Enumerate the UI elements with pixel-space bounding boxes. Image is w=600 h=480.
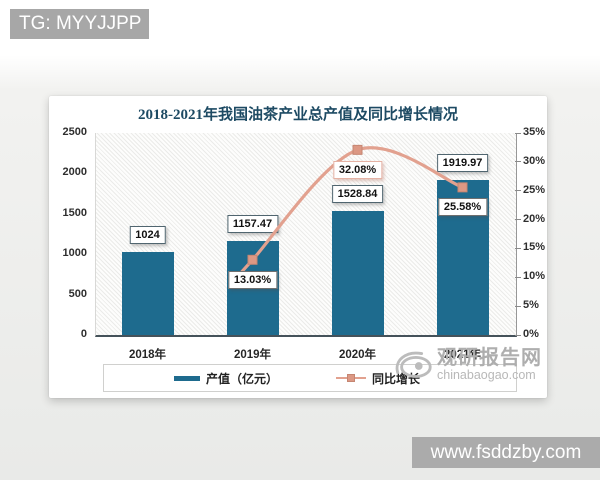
growth-value-label: 32.08% bbox=[332, 160, 383, 179]
legend: 产值（亿元） 同比增长 bbox=[103, 364, 517, 392]
bar-value-label: 1024 bbox=[129, 226, 166, 245]
y-axis-left-tick-label: 1500 bbox=[62, 206, 87, 219]
y-axis-right-tick-mark bbox=[515, 190, 521, 192]
y-axis-right-tick-mark bbox=[515, 305, 521, 307]
y-axis-right-tick-label: 0% bbox=[523, 328, 539, 340]
legend-item-output-value: 产值（亿元） bbox=[174, 365, 278, 391]
x-axis-tick-label: 2019年 bbox=[233, 349, 272, 361]
growth-value-label: 25.58% bbox=[437, 198, 488, 217]
bar-2020年 bbox=[331, 211, 384, 335]
y-axis-right-tick-mark bbox=[515, 276, 521, 278]
line-series-swatch bbox=[336, 373, 366, 383]
bar-2018年 bbox=[121, 252, 174, 335]
y-axis-right-tick-label: 20% bbox=[523, 212, 546, 225]
bar-value-label: 1919.97 bbox=[436, 153, 489, 172]
y-axis-right-tick-label: 15% bbox=[523, 241, 546, 254]
x-axis-tick-label: 2021年 bbox=[443, 349, 482, 361]
tg-badge: TG: MYYJJPP bbox=[10, 9, 149, 39]
growth-line-chart bbox=[233, 144, 468, 281]
y-axis-right-tick-label: 35% bbox=[523, 126, 546, 138]
y-axis-right-tick-label: 10% bbox=[523, 270, 546, 283]
y-axis-right-tick-label: 30% bbox=[523, 154, 546, 167]
y-axis-right-tick-mark bbox=[515, 334, 521, 336]
growth-value-label: 13.03% bbox=[227, 270, 278, 289]
bar-value-label: 1157.47 bbox=[226, 215, 279, 234]
x-axis-tick-label: 2020年 bbox=[338, 349, 377, 361]
y-axis-left-tick-label: 1000 bbox=[62, 247, 87, 260]
y-axis-right-tick-label: 25% bbox=[523, 183, 546, 196]
bar-series-swatch bbox=[174, 375, 200, 381]
growth-marker bbox=[457, 182, 468, 193]
y-axis-right-tick-mark bbox=[515, 219, 521, 221]
y-axis-right-tick-mark bbox=[515, 132, 521, 134]
y-axis-left-tick-label: 2000 bbox=[62, 166, 87, 179]
watermark: 观研报告网 chinabaogao.com bbox=[393, 348, 551, 384]
growth-marker bbox=[352, 144, 363, 155]
bar-value-label: 1528.84 bbox=[331, 185, 384, 204]
y-axis-right-tick-label: 5% bbox=[523, 299, 539, 312]
url-badge: www.fsddzby.com bbox=[412, 437, 600, 468]
watermark-eye-icon bbox=[395, 351, 432, 378]
y-axis-right-tick-mark bbox=[515, 247, 521, 249]
watermark-site-domain: chinabaogao.com bbox=[437, 368, 536, 382]
x-axis-tick-label: 2018年 bbox=[128, 349, 167, 361]
watermark-site-name: 观研报告网 bbox=[437, 347, 542, 369]
y-axis-right-tick-mark bbox=[515, 161, 521, 163]
growth-marker bbox=[247, 254, 258, 265]
chart-card: 2018-2021年我国油茶产业总产值及同比增长情况 产值（亿元） 同比增长 bbox=[49, 96, 547, 398]
legend-label-output-value: 产值（亿元） bbox=[206, 371, 279, 386]
y-axis-left-tick-label: 2500 bbox=[62, 126, 87, 138]
y-axis-left-tick-label: 0 bbox=[80, 328, 87, 340]
chart-title: 2018-2021年我国油茶产业总产值及同比增长情况 bbox=[138, 107, 458, 123]
y-axis-left-tick-label: 500 bbox=[68, 287, 87, 300]
